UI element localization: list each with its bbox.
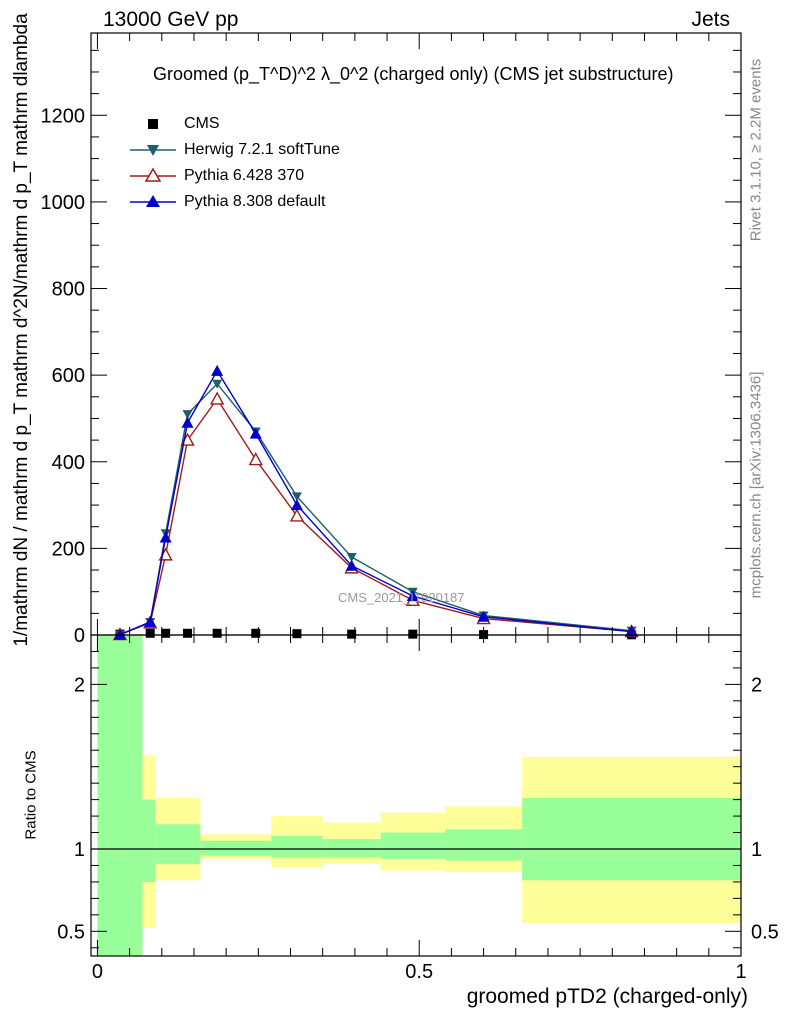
ratio-stat-band-2 <box>155 824 200 864</box>
legend-label-cms: CMS <box>184 115 220 133</box>
legend-label-pythia8: Pythia 8.308 default <box>184 193 325 211</box>
legend-marker-herwig <box>128 139 180 161</box>
y-tick-label-3: 600 <box>52 365 85 387</box>
series-0-point-2 <box>161 629 170 638</box>
ratio-stat-band-4 <box>271 836 322 857</box>
legend-marker-pythia6 <box>128 165 180 187</box>
ratio-stat-band-0 <box>97 635 142 956</box>
rivet-version-text: Rivet 3.1.10, ≥ 2.2M events <box>748 59 765 242</box>
series-3-point-3 <box>182 417 194 428</box>
y-tick-label-2: 400 <box>52 452 85 474</box>
legend-marker-pythia8 <box>128 191 180 213</box>
ratio-stat-band-5 <box>323 839 381 857</box>
header-right-label: Jets <box>691 8 730 32</box>
series-3-point-1 <box>144 616 156 627</box>
x-tick-label-2: 1 <box>735 961 746 983</box>
analysis-watermark: CMS_2021_I1920187 <box>338 590 465 605</box>
series-2-point-5 <box>250 454 262 465</box>
legend-item-pythia8: Pythia 8.308 default <box>128 191 325 213</box>
ratio-y-tick-label-left-0: 0.5 <box>57 921 85 943</box>
ratio-axis-label: Ratio to CMS <box>23 750 40 839</box>
ratio-stat-band-7 <box>445 829 522 860</box>
series-0-point-6 <box>292 629 301 638</box>
series-0-point-8 <box>408 630 417 639</box>
ratio-y-tick-label-right-0: 0.5 <box>751 921 779 943</box>
mcplots-credit-text: mcplots.cern.ch [arXiv:1306.3436] <box>748 372 765 599</box>
ratio-y-tick-label-left-1: 1 <box>74 839 85 861</box>
series-0-point-4 <box>213 629 222 638</box>
ratio-stat-band-3 <box>200 841 271 856</box>
y-tick-label-6: 1200 <box>41 105 86 127</box>
legend-label-pythia6: Pythia 6.428 370 <box>184 167 304 185</box>
series-3-point-5 <box>250 428 262 439</box>
y-tick-label-0: 0 <box>74 625 85 647</box>
x-tick-label-0: 0 <box>92 961 103 983</box>
x-axis-label: groomed pTD2 (charged-only) <box>467 985 748 1009</box>
ratio-stat-band-8 <box>522 798 741 880</box>
plot-title: Groomed (p_T^D)^2 λ_0^2 (charged only) (… <box>153 64 674 85</box>
x-tick-label-1: 0.5 <box>405 961 433 983</box>
series-2-point-4 <box>211 393 223 404</box>
series-0-point-1 <box>146 629 155 638</box>
ratio-bands <box>91 635 741 956</box>
ratio-y-tick-label-left-2: 2 <box>74 674 85 696</box>
legend-item-pythia6: Pythia 6.428 370 <box>128 165 304 187</box>
ratio-y-tick-label-right-1: 1 <box>751 839 762 861</box>
ratio-stat-band-1 <box>142 800 155 882</box>
y-tick-label-1: 200 <box>52 538 85 560</box>
ratio-stat-band-6 <box>381 833 445 859</box>
series-0-point-3 <box>183 629 192 638</box>
series-3-point-4 <box>211 365 223 376</box>
y-tick-label-5: 1000 <box>41 192 86 214</box>
legend-marker-cms <box>128 113 180 135</box>
legend-item-herwig: Herwig 7.2.1 softTune <box>128 139 340 161</box>
ratio-y-tick-label-right-2: 2 <box>751 674 762 696</box>
y-axis-label: 1/mathrm dN / mathrm d p_T mathrm d^2N/m… <box>11 13 33 646</box>
legend-label-herwig: Herwig 7.2.1 softTune <box>184 141 340 159</box>
series-2-point-6 <box>291 510 303 521</box>
legend-item-cms: CMS <box>128 113 220 135</box>
y-tick-label-4: 800 <box>52 279 85 301</box>
series-0-point-5 <box>251 629 260 638</box>
header-left-label: 13000 GeV pp <box>103 8 238 32</box>
